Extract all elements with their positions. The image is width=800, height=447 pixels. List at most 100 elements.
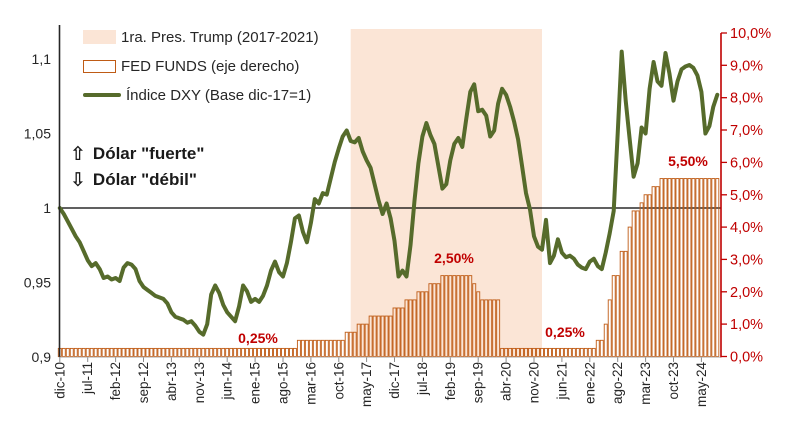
fed-funds-bar: [655, 186, 660, 357]
fed-funds-bar: [245, 347, 250, 357]
fed-funds-bar: [157, 347, 162, 357]
fed-funds-bar: [524, 347, 528, 357]
trump-period-shading: [350, 29, 542, 357]
legend-item-fed-funds: FED FUNDS (eje derecho): [83, 57, 319, 75]
legend-label: 1ra. Pres. Trump (2017-2021): [121, 28, 319, 46]
fed-funds-bar: [300, 339, 305, 357]
x-axis-tick-label: oct-23: [666, 362, 681, 400]
fed-funds-bar: [292, 347, 297, 357]
fed-funds-bar: [635, 210, 640, 357]
fed-funds-bar: [161, 347, 166, 357]
fed-funds-bar: [129, 347, 134, 357]
x-axis-tick-label: feb-12: [108, 362, 123, 400]
fed-funds-bar: [360, 323, 365, 357]
fed-funds-bar: [687, 178, 692, 357]
legend-item-trump-period: 1ra. Pres. Trump (2017-2021): [83, 28, 319, 46]
fed-funds-bar: [344, 331, 349, 357]
fed-funds-bar: [563, 347, 568, 357]
fed-funds-bar: [520, 347, 525, 357]
fed-funds-bar: [699, 178, 704, 357]
fed-funds-bar: [388, 315, 393, 357]
fed-funds-bar: [679, 178, 684, 357]
right-axis-tick-label: 3,0%: [730, 252, 763, 268]
fed-funds-bar: [277, 347, 281, 357]
right-axis-labels: 10,0% 9,0% 8,0% 7,0% 6,0% 5,0% 4,0% 3,0% 2,0% 1,0…: [730, 26, 771, 366]
x-axis-tick-label: ene-15: [248, 362, 263, 404]
fed-funds-bar: [269, 347, 273, 357]
fed-funds-bar: [663, 178, 668, 357]
fed-funds-bar: [328, 339, 333, 357]
x-axis-tick-label: nov-13: [192, 362, 207, 403]
right-axis-tick-label: 7,0%: [730, 123, 763, 139]
fed-funds-bar: [69, 347, 74, 357]
fed-funds-bar: [89, 347, 94, 357]
fed-funds-bar: [125, 347, 130, 357]
fed-funds-bar: [101, 347, 106, 357]
fed-funds-bar: [627, 226, 632, 357]
fed-funds-bar: [368, 315, 373, 357]
fed-funds-bar: [468, 275, 473, 357]
right-axis-tick-label: 2,0%: [730, 285, 763, 301]
fed-funds-bar: [579, 347, 584, 357]
annotation-dollar-weak: ⇩ Dólar "débil": [70, 167, 204, 193]
fed-funds-bar: [436, 283, 441, 357]
fed-funds-bar: [205, 347, 210, 357]
legend-item-dxy: Índice DXY (Base dic-17=1): [83, 86, 319, 104]
fed-funds-bar: [113, 347, 118, 357]
fed-funds-bar: [508, 347, 513, 357]
fed-funds-bar: [651, 186, 656, 357]
fed-funds-bar: [512, 347, 517, 357]
fed-funds-bar: [683, 178, 688, 357]
fed-funds-bar: [356, 323, 361, 357]
fed-funds-bar: [536, 347, 540, 357]
x-axis-tick-label: jul-18: [415, 362, 430, 396]
fed-funds-bar: [77, 347, 82, 357]
fed-funds-bar: [181, 347, 186, 357]
fed-funds-bar: [496, 299, 501, 357]
fed-funds-bar: [201, 347, 206, 357]
left-axis-tick-label: 0,95: [24, 275, 51, 291]
fed-funds-bar: [97, 347, 102, 357]
fed-funds-bar: [532, 347, 536, 357]
fed-funds-bar: [448, 275, 453, 357]
fed-funds-bar: [105, 347, 110, 357]
trump-shading-swatch-icon: [83, 30, 116, 44]
dollar-annotations: ⇧ Dólar "fuerte" ⇩ Dólar "débil": [70, 141, 204, 193]
fed-funds-bar: [595, 339, 600, 357]
left-axis-tick-label: 1: [43, 200, 51, 216]
fed-funds-bar: [667, 178, 672, 357]
fed-funds-bar: [73, 347, 78, 357]
fed-funds-bar: [137, 347, 142, 357]
fed-funds-bar: [281, 347, 285, 357]
right-axis-tick-label: 4,0%: [730, 220, 763, 236]
x-axis-tick-label: nov-20: [527, 362, 542, 403]
fed-rate-value-label: 0,25%: [545, 324, 585, 340]
fed-funds-bar: [659, 178, 664, 357]
x-axis-tick-label: jul-11: [80, 362, 95, 395]
fed-funds-bar: [197, 347, 202, 357]
fed-funds-bar: [221, 347, 226, 357]
fed-funds-bar: [81, 347, 86, 357]
fed-funds-bar: [400, 307, 405, 357]
right-axis-tick-label: 1,0%: [730, 317, 763, 333]
fed-funds-bar: [424, 291, 429, 357]
fed-funds-bar: [177, 347, 182, 357]
x-axis-tick-label: dic-17: [387, 362, 402, 399]
fed-funds-bar: [257, 347, 261, 357]
fed-funds-bar: [380, 315, 385, 357]
fed-funds-bar: [173, 347, 178, 357]
fed-funds-bar: [456, 275, 461, 357]
fed-funds-bar: [707, 178, 712, 357]
fed-funds-bar: [141, 347, 146, 357]
up-arrow-icon: ⇧: [70, 143, 86, 165]
fed-funds-bar: [93, 347, 98, 357]
fed-funds-bar: [544, 347, 548, 357]
fed-funds-bar: [336, 339, 341, 357]
right-axis-tick-label: 5,0%: [730, 188, 763, 204]
fed-funds-bar: [261, 347, 265, 357]
fed-funds-bar: [488, 299, 493, 357]
fed-funds-bar: [376, 315, 381, 357]
fed-funds-bar: [460, 275, 465, 357]
fed-rate-value-label: 5,50%: [668, 153, 708, 169]
